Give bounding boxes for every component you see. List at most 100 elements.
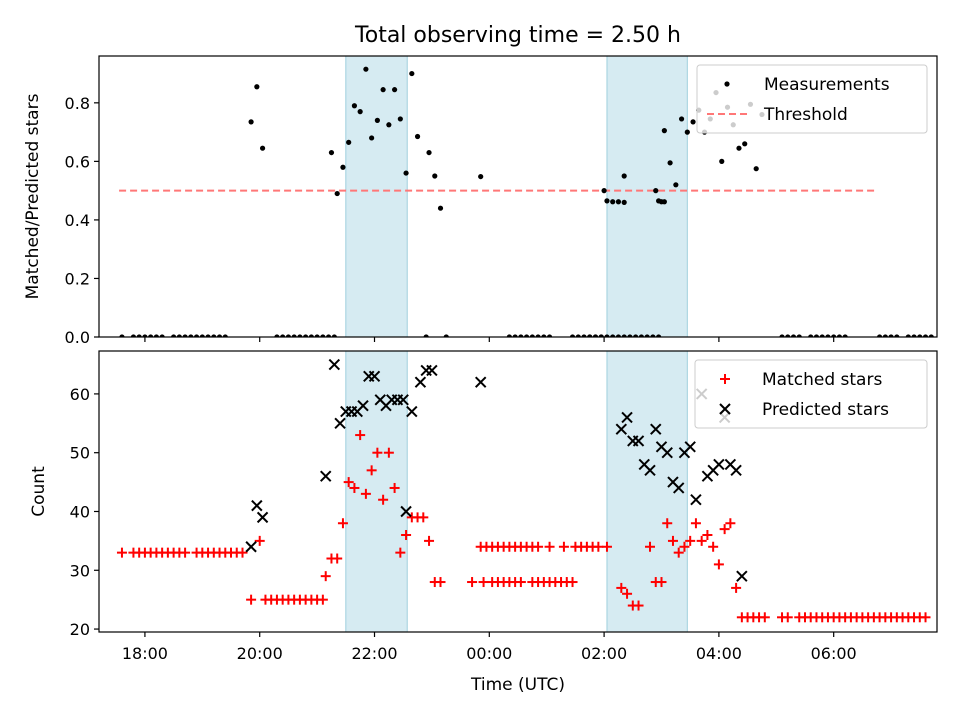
data-point (759, 612, 770, 623)
data-point (340, 164, 346, 170)
data-point (478, 173, 484, 180)
data-point (432, 173, 438, 179)
data-point (478, 577, 489, 588)
data-point (369, 135, 375, 141)
legend: Matched stars Predicted stars (694, 359, 928, 429)
data-point (742, 141, 748, 147)
data-point (922, 334, 929, 337)
data-point (533, 541, 544, 552)
data-point (211, 334, 217, 337)
data-point (512, 334, 518, 337)
data-point (368, 370, 381, 382)
data-point (661, 199, 667, 205)
legend-marker (719, 403, 731, 415)
data-point (736, 570, 748, 582)
data-point (153, 334, 159, 337)
legend-label: Predicted stars (762, 400, 889, 420)
x-tick-label: 04:00 (696, 644, 742, 663)
data-point (349, 482, 360, 493)
data-point (779, 334, 785, 337)
data-point (245, 541, 257, 553)
x-tick-label: 02:00 (581, 644, 627, 663)
data-point (661, 446, 673, 459)
data-point (254, 535, 265, 546)
data-point (616, 582, 627, 593)
data-point (285, 334, 292, 337)
data-point (905, 334, 911, 337)
data-point (615, 334, 622, 337)
data-point (199, 334, 205, 337)
data-point (130, 334, 137, 337)
x-tick-label: 22:00 (351, 644, 397, 663)
data-point (406, 405, 418, 418)
data-point (621, 334, 627, 337)
data-point (610, 199, 616, 205)
y-tick-label: 0.4 (65, 211, 90, 230)
legend-marker (720, 374, 730, 384)
data-point (351, 103, 358, 109)
data-point (380, 87, 386, 93)
data-point (587, 334, 593, 337)
data-point (656, 334, 662, 337)
data-point (303, 334, 309, 337)
data-point (424, 535, 435, 546)
data-point (328, 358, 341, 371)
data-point (598, 334, 604, 337)
data-point (544, 541, 555, 552)
highlight-span (345, 351, 408, 632)
axes-frame (98, 55, 938, 338)
data-point (604, 334, 610, 337)
data-point (363, 66, 369, 72)
data-point (426, 364, 438, 377)
data-point (673, 547, 684, 558)
data-point (836, 334, 843, 337)
data-point (842, 334, 848, 337)
data-point (615, 199, 622, 205)
data-point (644, 334, 650, 337)
data-point (397, 116, 403, 122)
data-point (216, 334, 223, 337)
x-tick-label: 00:00 (466, 644, 512, 663)
data-point (731, 582, 742, 593)
data-point (592, 334, 599, 337)
legend-box (696, 64, 928, 134)
data-point (719, 524, 730, 535)
legend-label: Threshold (763, 105, 848, 125)
data-point (708, 541, 719, 552)
data-point (702, 530, 713, 541)
data-point (662, 518, 673, 529)
data-point (911, 334, 917, 337)
data-point (684, 441, 696, 453)
data-point (558, 541, 569, 552)
data-point (378, 494, 389, 505)
data-point (785, 334, 791, 337)
data-point (633, 334, 639, 337)
data-point (917, 334, 923, 337)
data-point (395, 547, 406, 558)
data-point (337, 518, 348, 529)
data-point (656, 577, 667, 588)
data-point (713, 559, 724, 570)
data-point (825, 334, 831, 337)
data-point (297, 334, 303, 337)
plot-area (116, 351, 931, 632)
data-point (888, 334, 894, 337)
data-point (248, 119, 254, 125)
data-point (627, 334, 633, 337)
data-point (403, 170, 409, 176)
data-point (667, 535, 678, 546)
data-point (593, 541, 604, 552)
data-point (136, 334, 142, 337)
data-point (667, 160, 673, 166)
y-axis-label: Matched/Predicted stars (23, 93, 43, 299)
data-point (320, 334, 326, 337)
data-point (679, 541, 690, 552)
data-point (246, 594, 257, 605)
data-point (673, 182, 679, 188)
data-point (650, 334, 656, 337)
y-axis-label: Count (29, 466, 49, 517)
data-point (383, 447, 394, 458)
data-point (645, 541, 656, 552)
data-point (332, 553, 343, 564)
data-point (182, 334, 188, 337)
